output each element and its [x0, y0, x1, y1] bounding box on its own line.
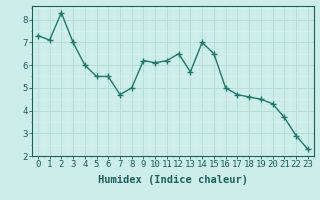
X-axis label: Humidex (Indice chaleur): Humidex (Indice chaleur): [98, 175, 248, 185]
